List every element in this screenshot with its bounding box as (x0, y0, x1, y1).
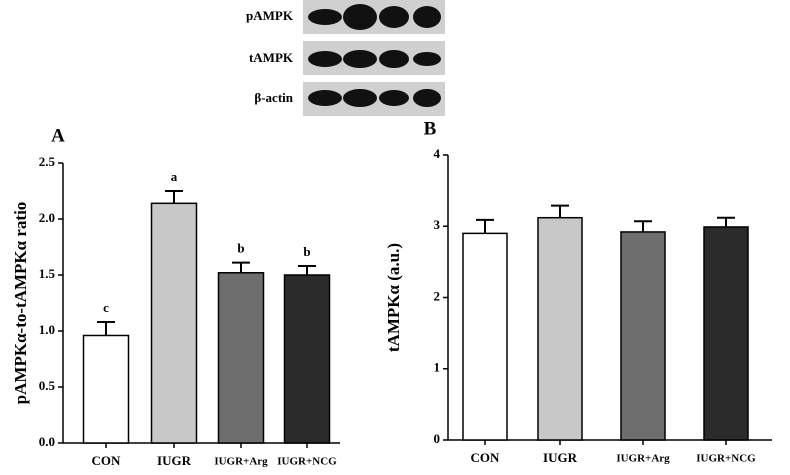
blot-band (308, 9, 342, 25)
x-tick-label: IUGR+Arg (214, 456, 268, 468)
y-tick-label: 2.0 (39, 210, 55, 225)
y-tick-label: 0.5 (39, 378, 56, 393)
blot-band (379, 6, 409, 28)
blot-band (308, 90, 342, 106)
blot-label: pAMPK (246, 8, 294, 23)
blot-band (343, 50, 377, 68)
blot-band (308, 51, 342, 67)
bar (217, 272, 265, 444)
blot-label: β-actin (254, 90, 293, 105)
bar (150, 202, 198, 444)
y-tick-label: 2.5 (39, 154, 56, 169)
blot-band (413, 52, 441, 66)
bar (620, 231, 666, 441)
x-tick-label: CON (471, 450, 501, 465)
blot-band (379, 50, 409, 68)
significance-label: b (303, 244, 310, 259)
y-tick-label: 4 (434, 146, 441, 161)
significance-label: c (103, 300, 109, 315)
western-blot: pAMPK tAMPK β-actin (246, 0, 445, 116)
blot-band (343, 4, 377, 30)
y-tick-label: 1 (434, 360, 441, 375)
blot-band (343, 89, 377, 107)
y-tick-label: 3 (434, 217, 441, 232)
blot-band (413, 89, 441, 107)
panel-label: A (51, 125, 65, 146)
x-tick-label: IUGR+NCG (277, 456, 337, 468)
y-tick-label: 1.5 (39, 266, 56, 281)
y-tick-label: 1.0 (39, 322, 55, 337)
blot-label: tAMPK (249, 50, 294, 65)
x-tick-label: IUGR (543, 450, 578, 465)
significance-label: b (237, 241, 244, 256)
bar (537, 216, 583, 441)
x-tick-label: CON (92, 453, 122, 468)
bar (82, 334, 130, 444)
y-tick-label: 0.0 (39, 434, 55, 449)
blot-band (379, 90, 409, 106)
significance-label: a (171, 169, 178, 184)
y-axis-label: tAMPKα (a.u.) (384, 243, 403, 352)
x-tick-label: IUGR+NCG (696, 453, 756, 465)
blot-band (413, 6, 441, 28)
x-tick-label: IUGR (157, 453, 192, 468)
bar (703, 226, 749, 441)
bar (283, 274, 331, 444)
x-tick-label: IUGR+Arg (616, 453, 670, 465)
panel-label: B (424, 118, 437, 139)
y-tick-label: 2 (434, 288, 441, 303)
y-axis-label: pAMPKα-to-tAMPKα ratio (11, 202, 30, 405)
bar (462, 232, 508, 441)
y-tick-label: 0 (434, 431, 441, 446)
